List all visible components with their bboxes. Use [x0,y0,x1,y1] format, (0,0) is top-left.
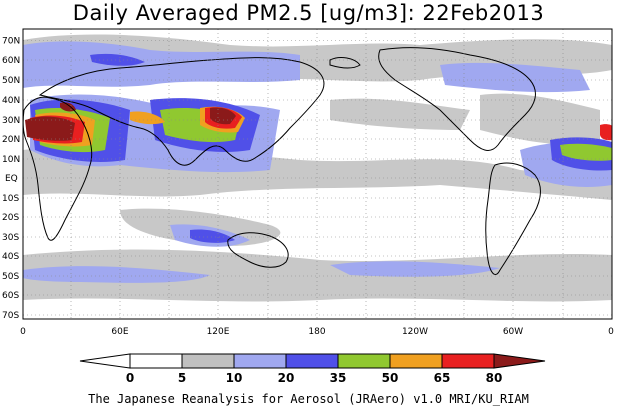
lat-tick-label: 20S [2,213,19,223]
eurasia-coast [38,57,325,166]
lat-tick-label: 40N [2,96,20,106]
north-america-coast [378,47,536,151]
lat-tick-label: 30N [2,116,20,126]
lat-tick-label: 60S [2,291,19,301]
africa-coast [23,96,93,241]
south-america-coast [485,162,541,275]
map-graticule [23,29,612,319]
lat-tick-label: 40S [2,252,19,262]
lon-tick-label: 120E [207,327,230,337]
colorbar-level-label: 5 [178,371,186,385]
lat-axis: 70N 60N 50N 40N 30N 20N 10N EQ 10S 20S 3… [2,37,20,322]
colorbar-level-label: 20 [278,371,295,385]
lat-tick-label: 30S [2,233,19,243]
lat-tick-label: EQ [5,174,18,184]
colorbar-level-label: 65 [434,371,451,385]
pm25-field-5-10 [23,34,612,302]
colorbar-swatch [234,354,286,368]
australia-coast [227,232,289,268]
colorbar-swatch [390,354,442,368]
colorbar-swatch [182,354,234,368]
colorbar-level-label: 35 [330,371,347,385]
colorbar-level-label: 10 [226,371,243,385]
colorbar-level-label: 80 [486,371,503,385]
lon-tick-label: 180 [308,327,325,337]
lon-tick-label: 0 [20,327,26,337]
lon-tick-label: 0 [608,327,614,337]
colorbar-low-arrow [79,353,131,369]
map-title: Daily Averaged PM2.5 [ug/m3]: 22Feb2013 [72,1,545,25]
footer-credit: The Japanese Reanalysis for Aerosol (JRA… [88,392,529,406]
lat-tick-label: 70N [2,37,20,47]
lat-tick-label: 20N [2,135,20,145]
colorbar-dividers [181,354,443,368]
lat-tick-label: 50N [2,76,20,86]
lat-tick-label: 10N [2,155,20,165]
lat-tick-label: 10S [2,194,19,204]
colorbar-level-label: 0 [126,371,134,385]
map-panel [23,29,612,319]
lon-tick-label: 120W [402,327,428,337]
map-frame [22,28,613,320]
colorbar-swatch [286,354,338,368]
pm25-field-gt80 [25,102,236,141]
lat-tick-label: 60N [2,56,20,66]
colorbar-high-arrow [493,353,546,369]
colorbar-swatch [442,354,494,368]
colorbar-level-label: 50 [382,371,399,385]
colorbar-swatch [338,354,390,368]
lon-tick-label: 60E [111,327,128,337]
lat-tick-label: 70S [2,311,19,321]
colorbar-frame [129,353,495,369]
lon-axis: 0 60E 120E 180 120W 60W 0 [20,327,614,337]
aleutian-coast [329,57,361,69]
lat-tick-label: 50S [2,272,19,282]
lon-tick-label: 60W [503,327,523,337]
colorbar-swatch [130,354,182,368]
colorbar: 0 5 10 20 35 50 65 80 [79,353,546,385]
coastlines [23,47,541,275]
